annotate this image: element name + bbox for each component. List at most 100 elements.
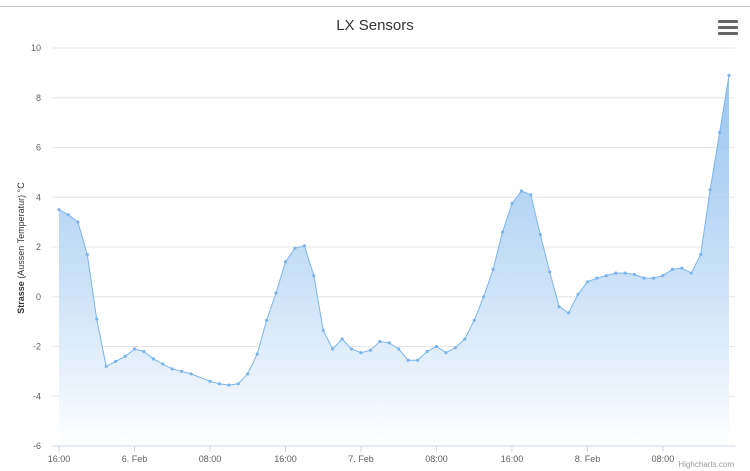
x-tick-label: 16:00 [48, 454, 71, 464]
data-point[interactable] [727, 73, 731, 77]
data-point[interactable] [623, 271, 627, 275]
data-point[interactable] [378, 339, 382, 344]
data-point[interactable] [482, 295, 486, 299]
x-tick-label: 08:00 [652, 454, 675, 464]
data-point[interactable] [236, 382, 240, 386]
data-point[interactable] [123, 354, 127, 358]
chart-title: LX Sensors [336, 17, 414, 34]
data-point[interactable] [95, 317, 99, 321]
data-point[interactable] [349, 347, 354, 351]
x-axis: 16:00 6. Feb 08:00 16:00 7. Feb 08:00 16:00 8. … [48, 445, 735, 464]
x-tick-label: 8. Feb [575, 454, 601, 464]
data-point[interactable] [274, 291, 278, 295]
data-point[interactable] [217, 382, 221, 386]
data-point[interactable] [132, 347, 137, 351]
data-point[interactable] [151, 357, 155, 361]
data-point[interactable] [227, 383, 231, 387]
data-point[interactable] [519, 189, 524, 193]
data-point[interactable] [312, 274, 316, 278]
data-point[interactable] [331, 347, 335, 351]
data-point[interactable] [538, 233, 542, 237]
data-point[interactable] [567, 311, 571, 315]
data-point[interactable] [699, 252, 703, 257]
x-tick-label: 6. Feb [122, 454, 148, 464]
y-axis-title-bold: Strasse [16, 281, 26, 314]
data-point[interactable] [416, 358, 420, 362]
data-point[interactable] [321, 328, 325, 332]
data-point[interactable] [595, 276, 599, 280]
data-point[interactable] [170, 367, 174, 371]
data-point[interactable] [246, 372, 250, 376]
data-point[interactable] [189, 372, 193, 376]
data-point[interactable] [142, 349, 146, 354]
data-point[interactable] [85, 252, 89, 257]
data-point[interactable] [604, 274, 608, 278]
data-point[interactable] [500, 230, 505, 234]
data-point[interactable] [689, 271, 693, 275]
data-point[interactable] [76, 220, 80, 224]
y-tick-label: 0 [36, 292, 41, 302]
data-point[interactable] [472, 318, 476, 322]
y-tick-label: 4 [36, 192, 41, 202]
data-point[interactable] [633, 272, 637, 276]
y-tick-label: 10 [31, 43, 41, 53]
data-point[interactable] [66, 213, 70, 217]
data-point[interactable] [661, 274, 665, 278]
data-point[interactable] [491, 267, 495, 271]
data-point[interactable] [670, 267, 675, 271]
data-point[interactable] [585, 280, 590, 284]
data-point[interactable] [255, 352, 259, 356]
data-point[interactable] [161, 362, 165, 366]
y-axis-title: Strasse (Aussen Temperatur) °C [16, 182, 26, 314]
data-point[interactable] [718, 131, 722, 135]
data-point[interactable] [453, 346, 457, 350]
data-point[interactable] [359, 351, 363, 355]
data-point[interactable] [463, 337, 467, 341]
y-tick-label: -4 [33, 391, 41, 401]
data-point[interactable] [529, 193, 533, 197]
area-fill [59, 75, 729, 447]
x-tick-label: 16:00 [274, 454, 297, 464]
y-axis-title-rest: (Aussen Temperatur) °C [16, 182, 26, 281]
data-point[interactable] [368, 348, 372, 352]
data-point[interactable] [406, 358, 410, 362]
data-point[interactable] [57, 208, 61, 212]
data-point[interactable] [114, 359, 118, 363]
data-point[interactable] [104, 364, 108, 368]
x-tick-label: 16:00 [501, 454, 524, 464]
data-point[interactable] [293, 246, 297, 250]
data-point[interactable] [708, 188, 712, 192]
data-point[interactable] [434, 344, 439, 349]
data-point[interactable] [340, 337, 344, 341]
y-axis: -6 -4 -2 0 2 4 6 8 10 [31, 43, 41, 451]
y-tick-label: -2 [33, 342, 41, 352]
data-point[interactable] [425, 349, 429, 354]
data-point[interactable] [642, 276, 646, 280]
data-points [57, 73, 731, 387]
data-point[interactable] [180, 369, 184, 373]
y-tick-label: 2 [36, 242, 41, 252]
hamburger-menu-icon[interactable] [718, 20, 738, 38]
data-point[interactable] [680, 266, 684, 270]
data-point[interactable] [283, 260, 288, 264]
data-point[interactable] [510, 201, 514, 206]
data-point[interactable] [265, 318, 269, 322]
top-border [0, 6, 750, 7]
x-tick-label: 08:00 [199, 454, 222, 464]
y-tick-label: 8 [36, 93, 41, 103]
credits-link[interactable]: Highcharts.com [678, 460, 734, 469]
data-point[interactable] [302, 244, 306, 248]
area-series [58, 75, 730, 447]
data-point[interactable] [387, 341, 391, 345]
data-point[interactable] [208, 379, 212, 383]
data-point[interactable] [614, 271, 618, 275]
data-point[interactable] [397, 347, 401, 351]
data-point[interactable] [576, 292, 580, 296]
data-point[interactable] [651, 276, 656, 280]
data-point[interactable] [557, 305, 561, 309]
data-point[interactable] [548, 270, 552, 274]
y-tick-label: 6 [36, 143, 41, 153]
y-tick-label: -6 [33, 441, 41, 451]
data-point[interactable] [444, 351, 448, 355]
